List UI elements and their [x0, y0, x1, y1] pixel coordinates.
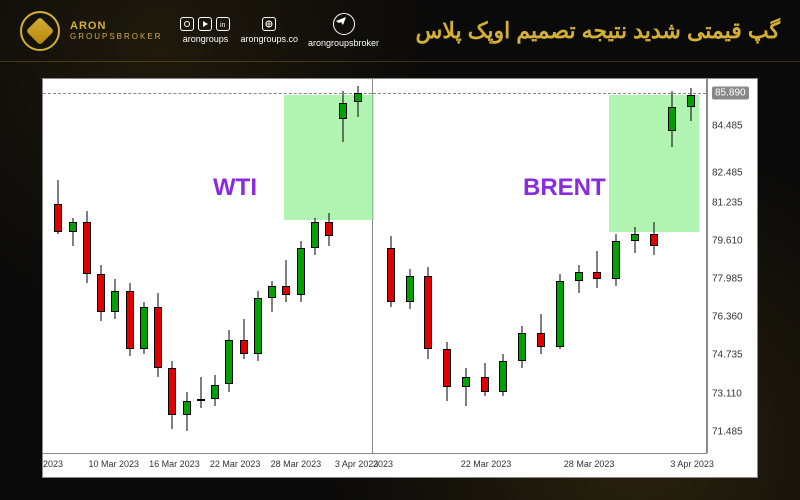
youtube-icon — [198, 17, 212, 31]
social-group-2[interactable]: arongroups.co — [240, 17, 298, 44]
x-tick: 28 Mar 2023 — [271, 459, 322, 469]
header-bar: ARON GROUPSBROKER in arongroups arongrou… — [0, 0, 800, 62]
x-tick: 16 Mar 2023 — [149, 459, 200, 469]
page-title: گپ قیمتی شدید نتیجه تصمیم اوپک پلاس — [415, 18, 780, 44]
current-price-line — [43, 93, 372, 94]
logo-icon — [20, 11, 60, 51]
brand-logo: ARON GROUPSBROKER — [20, 11, 162, 51]
x-tick: 3 Apr 2023 — [670, 459, 714, 469]
y-tick: 77.985 — [712, 274, 743, 285]
x-tick: 2023 — [43, 459, 63, 469]
social-handle-2: arongroups.co — [240, 34, 298, 44]
social-group-1[interactable]: in arongroups — [180, 17, 230, 44]
chart-container: WTI BRENT 71.485 73.110 74.735 76.360 77.985… — [42, 78, 758, 478]
y-tick: 85.890 — [712, 87, 749, 100]
y-tick: 74.735 — [712, 350, 743, 361]
brent-panel: BRENT — [373, 79, 707, 453]
x-tick: 22 Mar 2023 — [210, 459, 261, 469]
gap-box — [609, 95, 699, 231]
social-handle-3: arongroupsbroker — [308, 38, 379, 48]
x-tick: 10 Mar 2023 — [88, 459, 139, 469]
linkedin-icon: in — [216, 17, 230, 31]
instagram-icon — [180, 17, 194, 31]
y-tick: 79.610 — [712, 235, 743, 246]
x-axis: 2023 10 Mar 2023 16 Mar 2023 22 Mar 2023 28 … — [43, 453, 707, 477]
gap-box — [284, 95, 374, 220]
wti-panel: WTI — [43, 79, 373, 453]
y-tick: 82.485 — [712, 168, 743, 179]
social-group-3[interactable]: arongroupsbroker — [308, 13, 379, 48]
brand-line2: GROUPSBROKER — [70, 32, 162, 41]
chart-label: BRENT — [523, 174, 606, 202]
x-tick: 22 Mar 2023 — [461, 459, 512, 469]
y-tick: 73.110 — [712, 388, 742, 399]
y-axis: 71.485 73.110 74.735 76.360 77.985 79.610 81.2… — [707, 79, 757, 453]
svg-text:in: in — [220, 22, 226, 28]
y-tick: 71.485 — [712, 426, 743, 437]
current-price-line — [373, 93, 706, 94]
x-tick: 3 Apr 2023 — [335, 459, 379, 469]
chart-label: WTI — [213, 174, 257, 202]
x-tick: 2023 — [373, 459, 393, 469]
brand-line1: ARON — [70, 20, 162, 32]
telegram-icon — [333, 13, 355, 35]
social-handle-1: arongroups — [183, 34, 229, 44]
x-tick: 28 Mar 2023 — [564, 459, 615, 469]
y-tick: 76.360 — [712, 312, 743, 323]
globe-icon — [262, 17, 276, 31]
y-tick: 81.235 — [712, 197, 743, 208]
y-tick: 84.485 — [712, 121, 743, 132]
